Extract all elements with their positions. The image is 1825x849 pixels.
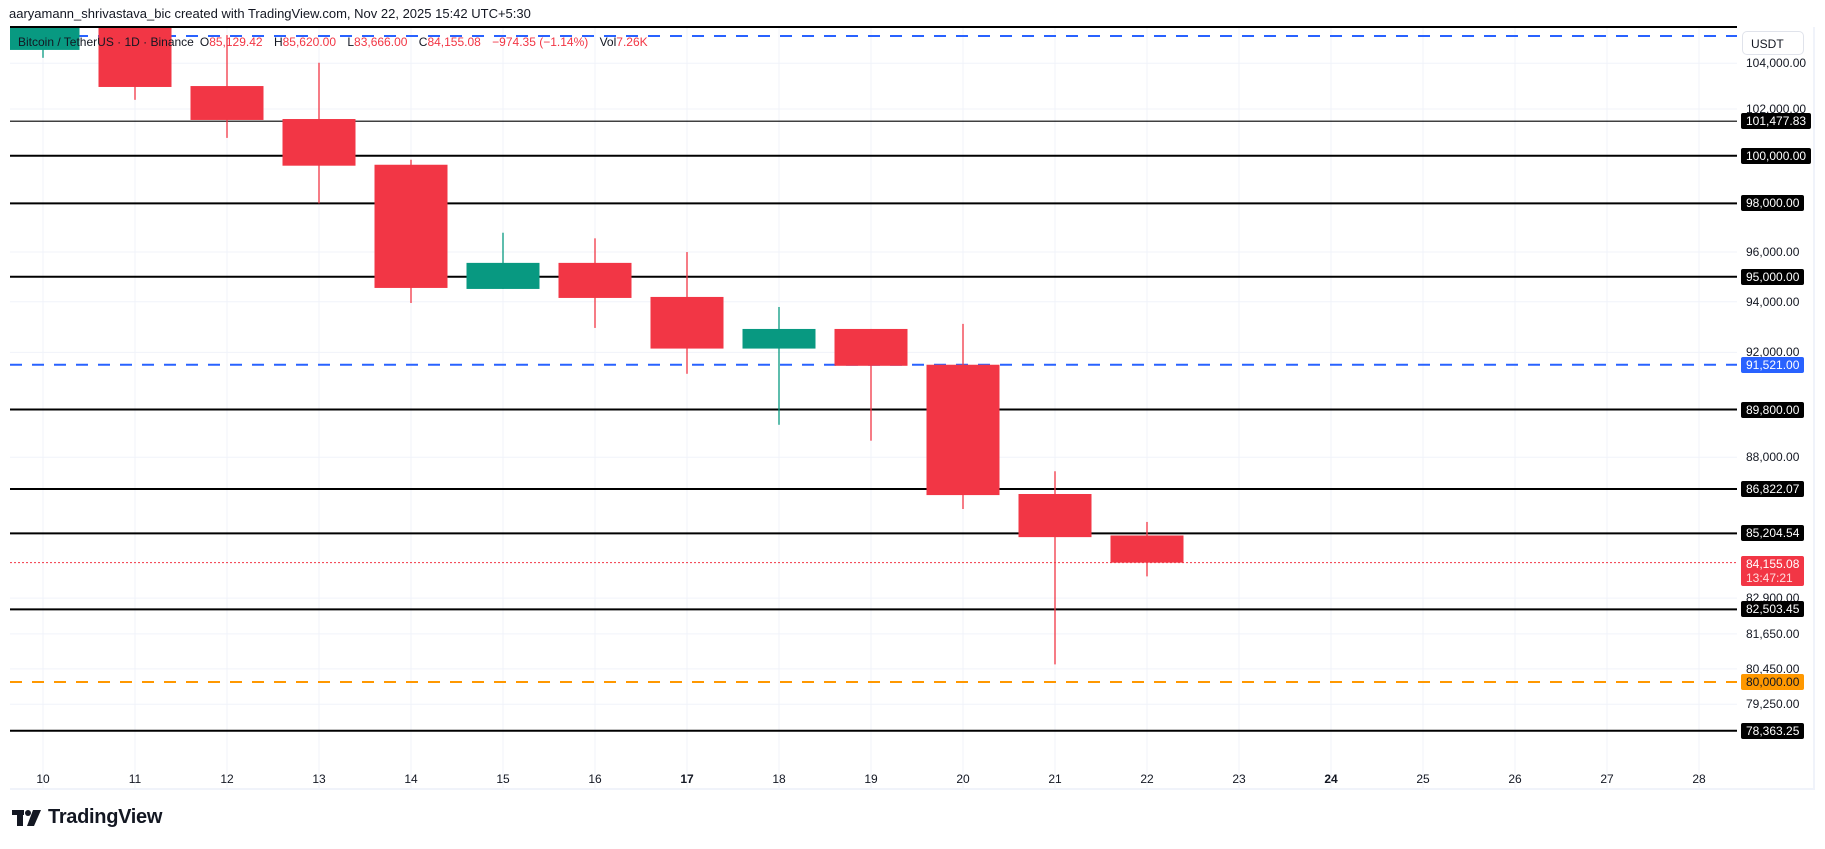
- close-key: C: [418, 35, 428, 49]
- price-level-tag: 101,477.83: [1741, 113, 1812, 130]
- bar-countdown: 13:47:21: [1746, 570, 1793, 585]
- price-tick-label: 102,000.00: [1746, 102, 1807, 117]
- time-tick-label: 15: [496, 772, 510, 786]
- price-tick-label: 88,000.00: [1746, 450, 1800, 465]
- price-tick-label: 92,000.00: [1746, 345, 1800, 360]
- time-tick-label: 18: [772, 772, 786, 786]
- time-tick-label: 27: [1600, 772, 1614, 786]
- time-tick-label: 10: [36, 772, 50, 786]
- time-tick-label: 14: [404, 772, 418, 786]
- time-tick-label: 23: [1232, 772, 1246, 786]
- time-tick-label: 19: [864, 772, 878, 786]
- symbol-title[interactable]: Bitcoin / TetherUS · 1D · Binance: [18, 35, 194, 49]
- price-level-tag: 86,822.07: [1741, 481, 1805, 498]
- time-tick-label: 28: [1692, 772, 1706, 786]
- ohlc-values: O85,129.42 H85,620.00 L83,666.00 C84,155…: [200, 35, 656, 49]
- tradingview-logo-text: TradingView: [48, 806, 163, 828]
- low-value: 83,666.00: [354, 35, 408, 49]
- candle-down[interactable]: [282, 119, 356, 166]
- time-axis-border: [10, 788, 1815, 790]
- time-tick-label: 22: [1140, 772, 1154, 786]
- time-tick-label: 16: [588, 772, 602, 786]
- candle-down[interactable]: [558, 262, 632, 298]
- price-tick-label: 80,450.00: [1746, 661, 1800, 676]
- symbol-legend: Bitcoin / TetherUS · 1D · Binance O85,12…: [10, 34, 656, 50]
- price-tick-label: 79,250.00: [1746, 697, 1800, 712]
- volume-key: Vol: [599, 35, 617, 49]
- high-key: H: [273, 35, 283, 49]
- price-level-tag: 82,503.45: [1741, 601, 1805, 618]
- close-value: 84,155.08: [427, 35, 481, 49]
- candle-down[interactable]: [834, 328, 908, 366]
- chart-caption: aaryamann_shrivastava_bic created with T…: [9, 6, 531, 21]
- price-level-tag: 98,000.00: [1741, 195, 1805, 212]
- price-tick-label: 104,000.00: [1746, 56, 1807, 71]
- currency-button[interactable]: USDT: [1742, 31, 1804, 55]
- candle-down[interactable]: [1018, 493, 1092, 538]
- tradingview-logo-icon: [12, 809, 41, 826]
- price-level-tag: 78,363.25: [1741, 722, 1805, 739]
- candle-up[interactable]: [10, 27, 80, 50]
- time-tick-label: 17: [680, 772, 694, 786]
- time-tick-label: 24: [1324, 772, 1338, 786]
- price-level-tag: 89,800.00: [1741, 401, 1805, 418]
- price-tick-label: 94,000.00: [1746, 294, 1800, 309]
- candle-down[interactable]: [650, 296, 724, 349]
- last-price-tag: 84,155.08 13:47:21: [1741, 555, 1805, 586]
- candle-down[interactable]: [98, 27, 172, 87]
- price-level-tag: 80,000.00: [1741, 674, 1805, 691]
- candle-up[interactable]: [466, 262, 540, 289]
- top-border: [10, 26, 1737, 28]
- candle-up[interactable]: [742, 328, 816, 349]
- time-tick-label: 25: [1416, 772, 1430, 786]
- high-value: 85,620.00: [282, 35, 336, 49]
- time-tick-label: 11: [128, 772, 142, 786]
- tradingview-logo[interactable]: TradingView: [12, 806, 162, 829]
- price-level-tag: 91,521.00: [1741, 356, 1805, 373]
- open-value: 85,129.42: [209, 35, 263, 49]
- price-level-tag: 95,000.00: [1741, 268, 1805, 285]
- time-tick-label: 20: [956, 772, 970, 786]
- candle-down[interactable]: [926, 364, 1000, 496]
- price-level-tag: 100,000.00: [1741, 147, 1812, 164]
- open-key: O: [199, 35, 210, 49]
- time-tick-label: 26: [1508, 772, 1522, 786]
- time-tick-label: 12: [220, 772, 234, 786]
- time-tick-label: 13: [312, 772, 326, 786]
- candle-down[interactable]: [190, 86, 264, 120]
- volume-value: 7.26K: [616, 35, 648, 49]
- last-price-value: 84,155.08: [1746, 556, 1800, 571]
- low-key: L: [347, 35, 355, 49]
- candle-down[interactable]: [1110, 535, 1184, 563]
- candle-down[interactable]: [374, 164, 448, 288]
- chart-pane[interactable]: [10, 27, 1737, 788]
- change-value: −974.35 (−1.14%): [492, 35, 589, 49]
- candlestick-chart[interactable]: [10, 27, 1737, 788]
- price-tick-label: 81,650.00: [1746, 626, 1800, 641]
- time-tick-label: 21: [1048, 772, 1062, 786]
- price-level-tag: 85,204.54: [1741, 525, 1805, 542]
- price-tick-label: 96,000.00: [1746, 245, 1800, 260]
- price-axis-border: [1813, 27, 1815, 790]
